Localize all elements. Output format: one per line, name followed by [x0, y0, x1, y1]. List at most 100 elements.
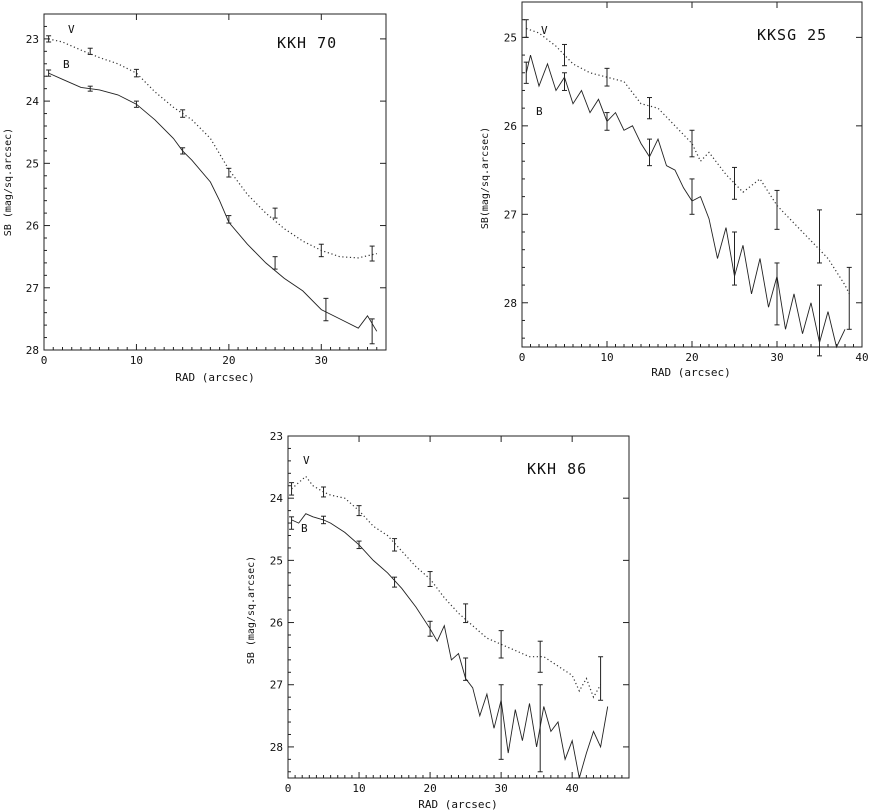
- errorbar-v: [226, 167, 232, 178]
- y-tick-label: 24: [26, 95, 40, 108]
- y-tick-label: 27: [270, 679, 283, 692]
- errorbar-v: [647, 97, 652, 120]
- plot-marks: [289, 475, 609, 779]
- errorbar-b: [498, 684, 504, 760]
- y-tick-label: 26: [504, 120, 517, 133]
- errorbar-b: [427, 620, 433, 637]
- errorbar-b: [356, 540, 362, 550]
- x-tick-label: 30: [495, 782, 508, 795]
- errorbar-b: [180, 147, 186, 155]
- errorbar-b: [226, 215, 232, 224]
- errorbar-v: [356, 505, 362, 517]
- y-axis-label: SB (mag/sq.arcsec): [246, 556, 257, 664]
- errorbar-v: [318, 243, 324, 258]
- errorbar-v: [498, 630, 504, 659]
- errorbar-b: [774, 262, 780, 326]
- series-line-b: [291, 513, 609, 779]
- errorbar-b: [463, 657, 469, 681]
- x-axis-label: RAD (arcsec): [651, 366, 730, 379]
- errorbar-v: [523, 19, 529, 38]
- errorbar-b: [562, 72, 567, 91]
- errorbar-b: [133, 100, 139, 108]
- y-tick-label: 26: [26, 220, 39, 233]
- series-label-v: V: [303, 454, 310, 467]
- errorbar-v: [289, 482, 295, 496]
- errorbar-v: [817, 209, 822, 264]
- y-tick-label: 25: [504, 31, 517, 44]
- y-axis-label: SB (mag/sq.arcsec): [3, 128, 14, 236]
- errorbar-b: [321, 515, 327, 525]
- errorbar-b: [272, 256, 278, 270]
- errorbar-b: [604, 112, 610, 131]
- series-label-b: B: [536, 105, 543, 118]
- errorbar-b: [817, 284, 822, 357]
- errorbar-b: [689, 178, 695, 215]
- series-label-b: B: [301, 522, 308, 535]
- axis-ticks: 0 10 20 30 40 23 24 25 26 27 28: [270, 430, 630, 795]
- y-tick-label: 23: [26, 33, 39, 46]
- panel-kksg25: KKSG 25 RAD (arcsec) SB(mag/sq.arcsec) V…: [480, 1, 869, 379]
- x-tick-label: 30: [315, 354, 328, 367]
- panel-kkh70: KKH 70 RAD (arcsec) SB (mag/sq.arcsec) V…: [3, 13, 387, 384]
- errorbar-v: [369, 245, 375, 262]
- errorbar-v: [427, 571, 433, 587]
- errorbar-v: [272, 207, 278, 219]
- series-line-v: [291, 475, 602, 699]
- errorbar-v: [46, 35, 52, 43]
- plot-frame: [521, 1, 863, 348]
- panel-title: KKSG 25: [757, 26, 827, 44]
- errorbar-v: [846, 266, 852, 330]
- panel-title: KKH 70: [277, 34, 337, 52]
- x-tick-label: 0: [41, 354, 48, 367]
- series-line-v: [48, 38, 377, 259]
- x-tick-label: 40: [855, 351, 868, 364]
- x-tick-label: 30: [770, 351, 783, 364]
- errorbar-b: [46, 69, 52, 77]
- axis-ticks: 0 10 20 30 23 24 25 26 27 28: [26, 13, 387, 367]
- x-tick-label: 10: [130, 354, 143, 367]
- errorbar-v: [133, 68, 139, 78]
- y-tick-label: 25: [270, 554, 283, 567]
- y-tick-label: 26: [270, 617, 283, 630]
- errorbar-v: [604, 67, 610, 87]
- errorbar-b: [289, 516, 295, 530]
- axis-ticks: 0 10 20 30 40 25 26 27 28: [504, 1, 869, 364]
- series-label-v: V: [541, 24, 548, 37]
- y-tick-label: 23: [270, 430, 283, 443]
- plot-frame: [43, 13, 387, 351]
- errorbar-b: [537, 684, 543, 773]
- errorbar-v: [87, 47, 93, 55]
- errorbar-b: [392, 576, 398, 588]
- series-line-b: [48, 72, 378, 332]
- errorbar-b: [523, 61, 529, 84]
- y-tick-label: 28: [26, 344, 39, 357]
- errorbar-b: [87, 85, 93, 92]
- y-axis-label: SB(mag/sq.arcsec): [480, 127, 491, 229]
- errorbar-v: [598, 656, 604, 701]
- x-tick-label: 10: [600, 351, 613, 364]
- y-tick-label: 27: [504, 208, 517, 221]
- y-tick-label: 24: [270, 492, 284, 505]
- x-tick-label: 20: [222, 354, 235, 367]
- x-tick-label: 20: [423, 782, 436, 795]
- y-tick-label: 28: [504, 297, 517, 310]
- errorbar-v: [392, 538, 398, 552]
- x-tick-label: 10: [352, 782, 365, 795]
- errorbar-b: [732, 231, 737, 286]
- errorbar-v: [732, 166, 737, 200]
- x-tick-label: 0: [519, 351, 526, 364]
- y-tick-label: 28: [270, 741, 283, 754]
- y-tick-label: 27: [26, 282, 39, 295]
- errorbar-b: [323, 297, 329, 322]
- errorbar-v: [321, 486, 327, 498]
- series-line-v: [526, 27, 850, 295]
- series-line-b: [525, 54, 846, 349]
- errorbar-b: [647, 138, 652, 167]
- x-axis-label: RAD (arcsec): [175, 371, 254, 384]
- errorbar-v: [537, 640, 543, 673]
- plot-frame: [287, 435, 630, 779]
- errorbar-v: [774, 189, 780, 230]
- y-tick-label: 25: [26, 157, 39, 170]
- errorbar-v: [689, 129, 695, 158]
